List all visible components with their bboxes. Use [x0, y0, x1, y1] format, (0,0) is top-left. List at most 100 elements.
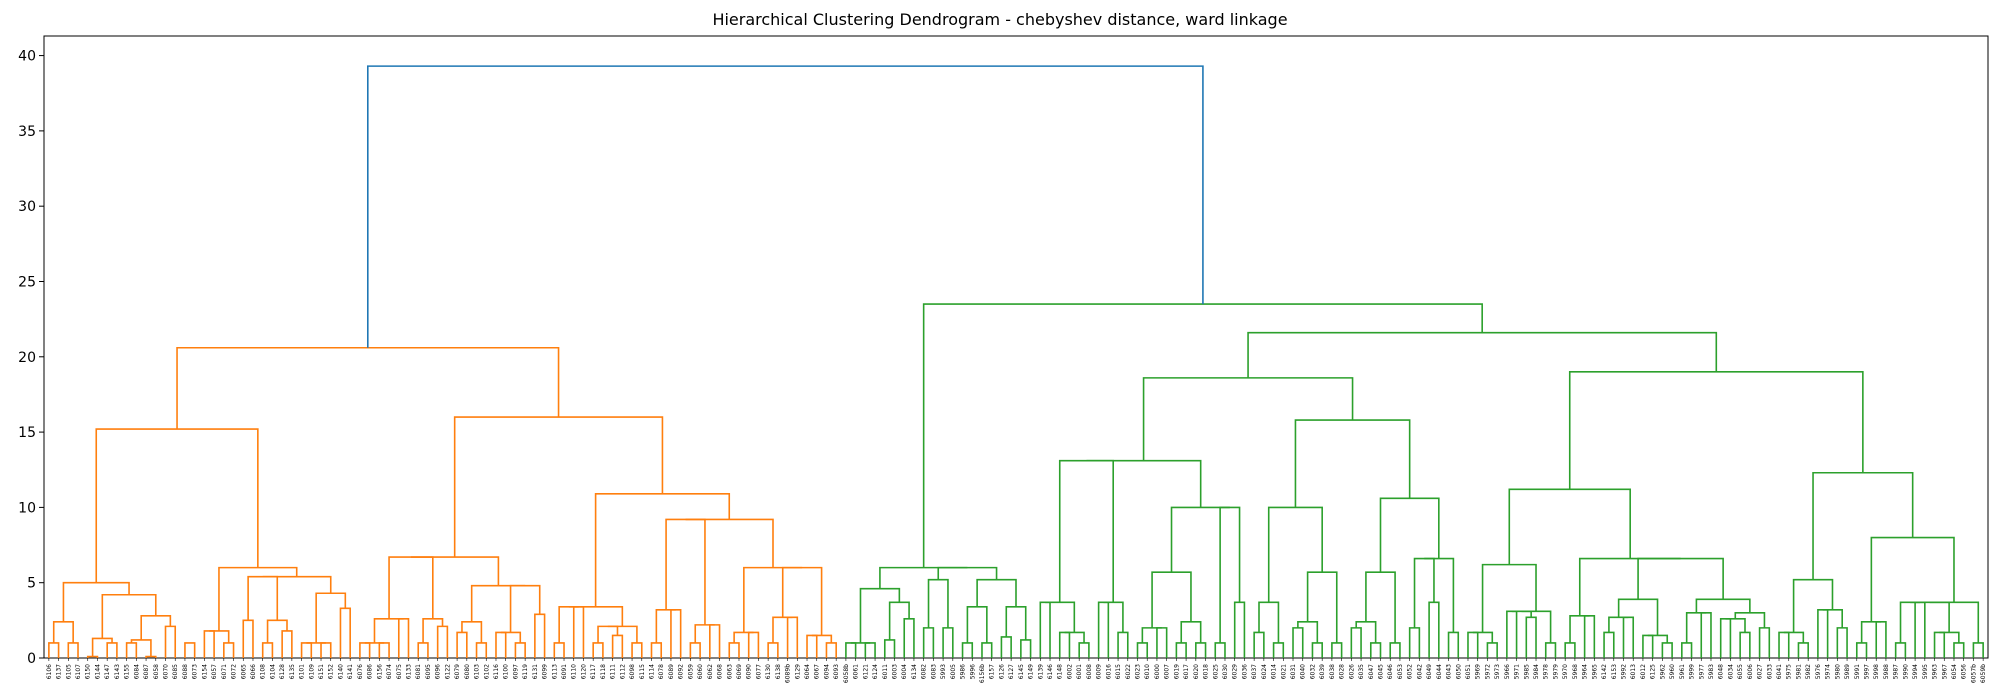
dendrogram-link	[806, 634, 818, 658]
leaf-label: 6138	[775, 664, 782, 679]
dendrogram-link	[864, 642, 876, 658]
leaf-label: 6042	[1416, 664, 1423, 679]
leaf-label: 6113	[551, 664, 558, 679]
leaf-label: 6021	[1280, 664, 1287, 679]
leaf-label: 6031	[1290, 664, 1297, 679]
leaf-label: 6086	[367, 664, 374, 679]
dendrogram-link	[514, 642, 526, 658]
leaf-label: 6122	[444, 664, 451, 679]
y-tick-label: 40	[18, 49, 36, 65]
leaf-label: 6108	[260, 664, 267, 679]
leaf-label: 6009	[1096, 664, 1103, 679]
leaf-label: 6127	[1008, 664, 1015, 679]
y-tick-label: 5	[27, 576, 36, 592]
leaf-label: 5998	[1873, 664, 1880, 679]
leaf-label: 6035	[1358, 664, 1365, 679]
dendrogram-link	[1331, 642, 1343, 658]
leaf-label: 5979	[1552, 664, 1559, 679]
dendrogram-link	[655, 609, 676, 643]
leaf-label: 6137	[56, 664, 63, 679]
leaf-label: 6034	[1727, 664, 1734, 679]
chart-title: Hierarchical Clustering Dendrogram - che…	[712, 10, 1288, 29]
dendrogram-link	[825, 642, 837, 658]
dendrogram-link	[845, 642, 857, 658]
dendrogram-link	[223, 642, 235, 658]
dendrogram-link	[359, 642, 371, 658]
dendrogram-link	[961, 642, 974, 658]
dendrogram-link	[1894, 642, 1907, 658]
leaf-label: 6146	[1047, 664, 1054, 679]
leaf-label: 6151	[318, 664, 325, 679]
dendrogram-link	[1778, 631, 1790, 658]
dendrogram-link	[888, 601, 910, 640]
dendrogram-link	[475, 642, 488, 658]
leaf-label: 6000	[1154, 664, 1161, 679]
leaf-label: 6077	[755, 664, 762, 679]
leaf-label: 6059	[687, 664, 694, 679]
dendrogram-link	[410, 556, 500, 586]
dendrogram-link	[48, 642, 60, 658]
dendrogram-link	[966, 605, 988, 643]
dendrogram-link	[1812, 471, 1914, 580]
leaf-label: 6056	[1961, 664, 1968, 679]
dendrogram-link	[397, 618, 410, 658]
dendrogram-link	[1525, 616, 1537, 658]
dendrogram-link	[1617, 598, 1659, 636]
leaf-label: 5965	[1591, 664, 1598, 679]
dendrogram-link	[1233, 601, 1246, 658]
dendrogram-link	[1603, 631, 1615, 658]
leaf-label: 6143	[114, 664, 121, 679]
leaf-label: 6076	[357, 664, 364, 679]
dendrogram-link	[1000, 636, 1012, 658]
dendrogram-link	[685, 518, 774, 568]
leaf-label: 6070	[163, 664, 170, 679]
leaf-label: 6044	[1436, 664, 1443, 679]
leaf-label: 6093	[833, 664, 840, 679]
dendrogram-link	[1511, 610, 1532, 618]
dendrogram-link	[262, 575, 332, 594]
dendrogram-link	[942, 627, 954, 658]
leaf-label: 6139	[1037, 664, 1044, 679]
leaf-label: 6058	[153, 664, 160, 679]
dendrogram-link	[592, 642, 604, 658]
leaf-label: 6120	[580, 664, 587, 679]
dendrogram-link	[1175, 642, 1187, 658]
dendrogram-link	[1506, 610, 1518, 658]
dendrogram-link	[728, 642, 740, 658]
leaf-label: 5988	[1883, 664, 1890, 679]
dendrogram-link	[767, 642, 779, 658]
leaf-label: 6020	[1193, 664, 1200, 679]
dendrogram-link	[1247, 331, 1718, 378]
leaf-label: 5964	[1582, 664, 1589, 679]
leaf-label: 6064	[804, 664, 811, 679]
dendrogram-link	[1817, 609, 1829, 658]
dendrogram-link	[1253, 631, 1265, 658]
leaf-label: 6145	[1018, 664, 1025, 679]
plot-frame	[43, 35, 1989, 659]
leaf-label: 6016	[1105, 664, 1112, 679]
dendrogram-link	[184, 642, 196, 658]
leaf-label: 6071	[221, 664, 228, 679]
leaf-label: 6018	[1203, 664, 1210, 679]
dendrogram-link	[572, 605, 585, 658]
dendrogram-link	[1058, 631, 1071, 658]
leaf-label: 5986	[960, 664, 967, 679]
dendrogram-link	[607, 625, 638, 643]
dendrogram-link	[1583, 615, 1596, 658]
leaf-label: 6002	[1066, 664, 1073, 679]
dendrogram-link	[1294, 419, 1411, 508]
y-tick-label: 0	[27, 651, 36, 667]
leaf-label: 5996	[969, 664, 976, 679]
dendrogram-link	[1910, 601, 1950, 633]
dendrogram-link	[164, 625, 177, 658]
leaf-label: 5997	[1864, 664, 1871, 679]
leaf-label: 6001	[1076, 664, 1083, 679]
dendrogram-link	[1219, 506, 1241, 643]
leaf-label: 6032	[1309, 664, 1316, 679]
dendrogram-link	[106, 642, 118, 658]
dendrogram-link	[1933, 631, 1946, 658]
leaf-label: 6097	[512, 664, 519, 679]
leaf-label: 6134	[911, 664, 918, 679]
dendrogram-link	[1311, 642, 1323, 658]
